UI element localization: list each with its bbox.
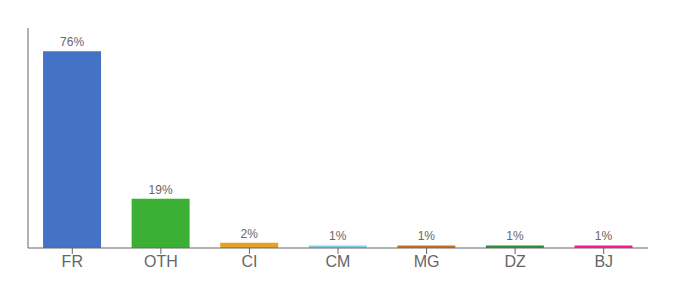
svg-text:1%: 1%	[595, 229, 613, 243]
svg-text:FR: FR	[62, 253, 83, 270]
svg-text:1%: 1%	[506, 229, 524, 243]
svg-text:2%: 2%	[241, 227, 259, 241]
svg-text:BJ: BJ	[594, 253, 613, 270]
svg-text:1%: 1%	[329, 229, 347, 243]
svg-text:CM: CM	[326, 253, 351, 270]
svg-text:OTH: OTH	[144, 253, 178, 270]
svg-text:1%: 1%	[418, 229, 436, 243]
svg-text:DZ: DZ	[504, 253, 526, 270]
svg-text:76%: 76%	[60, 35, 84, 49]
svg-text:CI: CI	[241, 253, 257, 270]
svg-text:MG: MG	[414, 253, 440, 270]
svg-text:19%: 19%	[149, 183, 173, 197]
